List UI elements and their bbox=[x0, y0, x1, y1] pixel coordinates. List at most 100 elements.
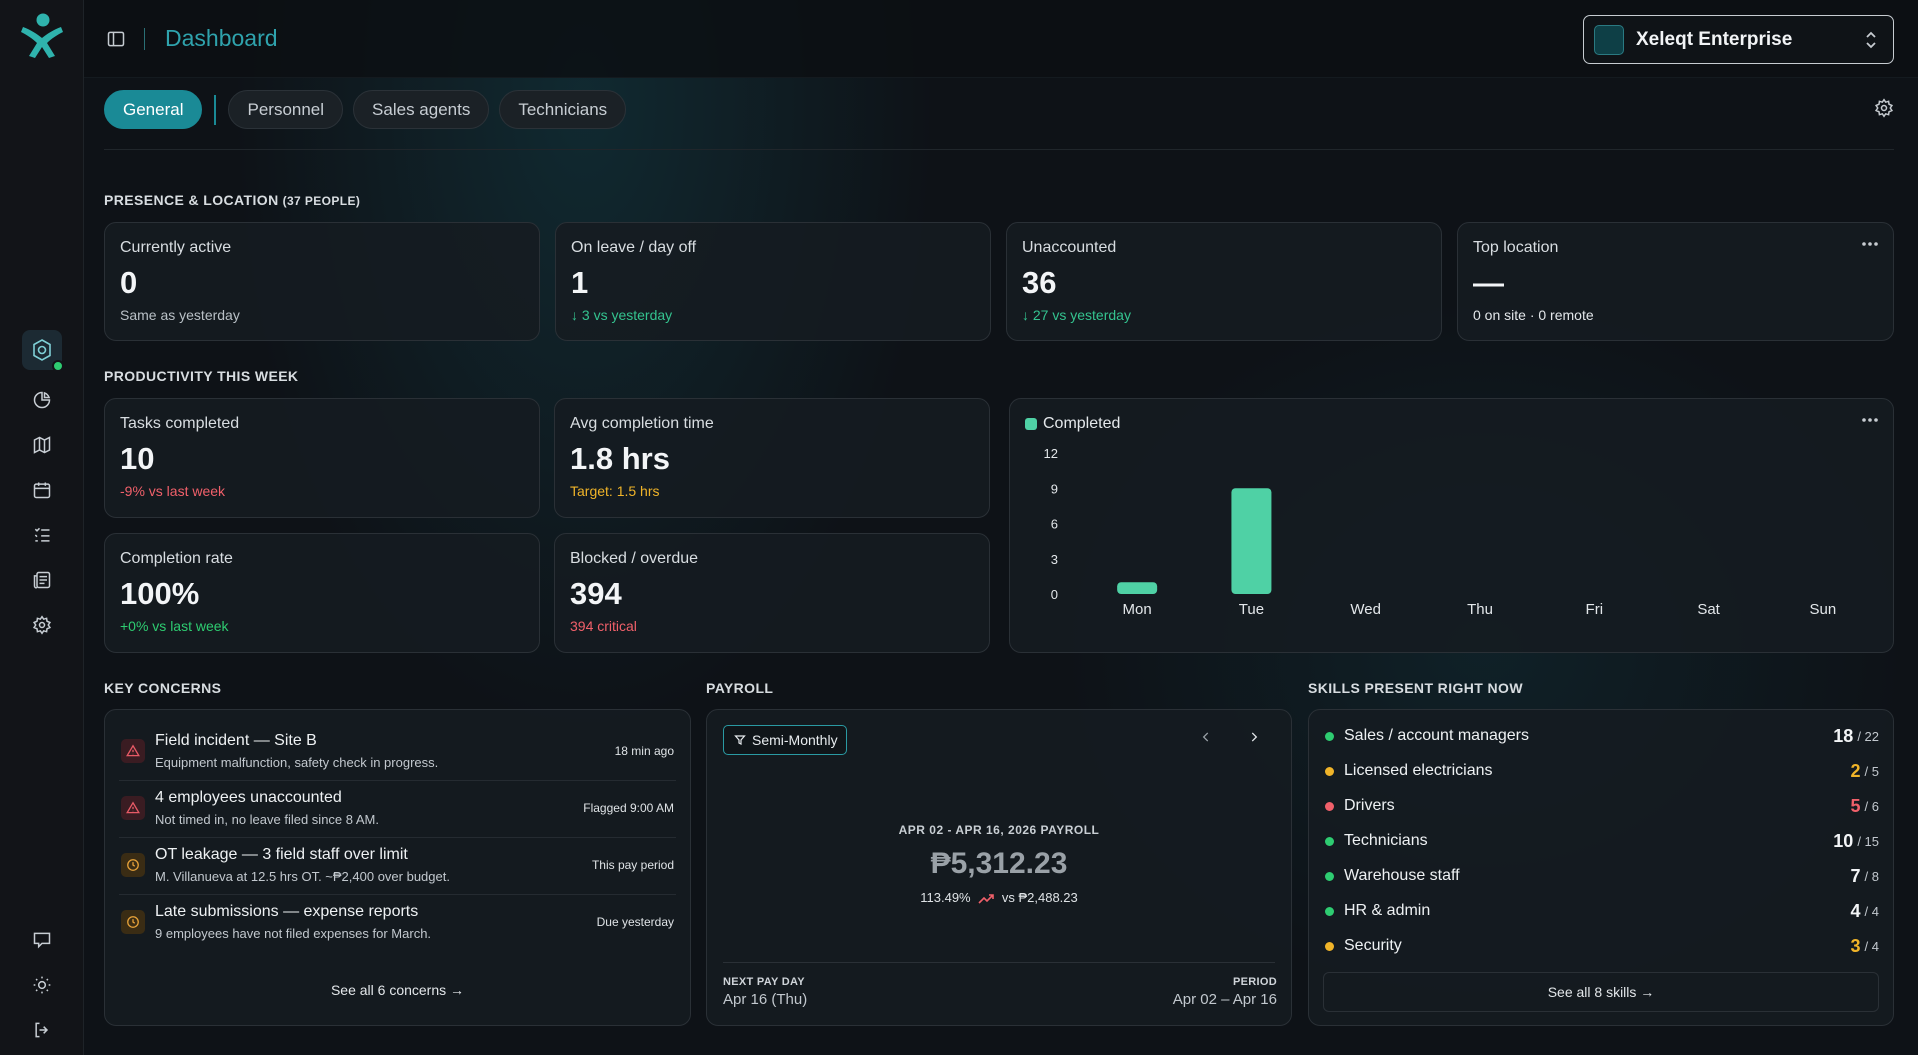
nav-reports-icon[interactable] bbox=[22, 564, 62, 595]
skill-total: / 4 bbox=[1864, 938, 1879, 954]
chevron-right-icon[interactable] bbox=[1247, 730, 1261, 744]
stat-card-currently-active: Currently active 0 Same as yesterday bbox=[104, 222, 540, 341]
dashboard-settings-icon[interactable] bbox=[1874, 98, 1894, 118]
org-logo bbox=[1594, 24, 1624, 55]
concern-time: Flagged 9:00 AM bbox=[583, 801, 674, 815]
stat-value: 36 bbox=[1022, 265, 1057, 300]
tab-general[interactable]: General bbox=[104, 90, 203, 129]
nav-analytics-icon[interactable] bbox=[22, 384, 62, 415]
payroll-divider bbox=[723, 962, 1275, 963]
skill-row: Sales / account managers 18/ 22 bbox=[1325, 725, 1879, 747]
x-tick-label: Mon bbox=[1123, 601, 1152, 618]
productivity-section-title: Productivity this week bbox=[104, 368, 299, 384]
sidebar bbox=[0, 0, 84, 1055]
tab-sales-agents[interactable]: Sales agents bbox=[353, 90, 490, 129]
page-title: Dashboard bbox=[165, 25, 278, 51]
stat-label: Currently active bbox=[120, 239, 232, 256]
logout-icon[interactable] bbox=[22, 1014, 62, 1045]
nav-settings-icon[interactable] bbox=[22, 609, 62, 640]
concern-title: Field incident — Site B bbox=[155, 732, 317, 749]
completed-bar-chart: 0 3 6 9 12 Mon Tue Wed Thu Fri Sat Sun bbox=[1044, 446, 1837, 618]
stat-value: 1.8 hrs bbox=[570, 441, 670, 476]
chart-bar[interactable] bbox=[1231, 488, 1272, 594]
skill-total: / 5 bbox=[1864, 763, 1879, 779]
nav-map-icon[interactable] bbox=[22, 429, 62, 460]
skill-row: Technicians 10/ 15 bbox=[1325, 830, 1879, 852]
sidebar-toggle-icon[interactable] bbox=[106, 29, 126, 49]
nav-calendar-icon[interactable] bbox=[22, 474, 62, 505]
x-tick-label: Tue bbox=[1239, 601, 1264, 618]
skill-total: / 22 bbox=[1857, 728, 1879, 744]
skill-count: 10 bbox=[1833, 830, 1854, 851]
payroll-change-vs: vs ₱2,488.23 bbox=[1001, 890, 1078, 905]
concern-item[interactable]: 4 employees unaccounted Not timed in, no… bbox=[119, 781, 676, 838]
stat-label: On leave / day off bbox=[571, 239, 697, 256]
stat-value: — bbox=[1473, 265, 1504, 300]
pay-frequency-filter[interactable]: Semi-Monthly bbox=[723, 725, 847, 755]
skill-name: HR & admin bbox=[1344, 902, 1431, 919]
skills-card: Sales / account managers 18/ 22 Licensed e… bbox=[1308, 709, 1894, 1026]
stat-note: ↓ 3 vs yesterday bbox=[571, 307, 673, 323]
next-pay-label: NEXT PAY DAY bbox=[723, 976, 805, 988]
stat-card-unaccounted: Unaccounted 36 ↓ 27 vs yesterday bbox=[1006, 222, 1442, 341]
stat-card-top-location: Top location — 0 on site · 0 remote bbox=[1457, 222, 1894, 341]
see-all-concerns-link[interactable]: See all 6 concerns → bbox=[330, 982, 465, 998]
concern-item[interactable]: Late submissions — expense reports 9 emp… bbox=[119, 895, 676, 952]
skill-status-dot bbox=[1325, 941, 1334, 951]
more-options-icon[interactable] bbox=[1861, 417, 1879, 423]
tab-personnel[interactable]: Personnel bbox=[228, 90, 344, 129]
chevron-up-down-icon bbox=[1863, 29, 1879, 51]
legend-swatch bbox=[1025, 418, 1037, 430]
tab-divider bbox=[214, 94, 217, 125]
chart-legend: Completed bbox=[1025, 415, 1120, 433]
payroll-amount: ₱5,312.23 bbox=[930, 847, 1068, 880]
concern-desc: M. Villanueva at 12.5 hrs OT. ~₱2,400 ov… bbox=[155, 869, 450, 884]
org-selector[interactable]: Xeleqt Enterprise bbox=[1583, 15, 1894, 64]
skill-row: Warehouse staff 7/ 8 bbox=[1325, 865, 1879, 887]
payroll-change-pct: 113.49% bbox=[920, 890, 971, 905]
app-logo[interactable] bbox=[17, 10, 67, 60]
x-tick-label: Fri bbox=[1586, 601, 1604, 618]
more-options-icon[interactable] bbox=[1861, 241, 1879, 247]
skill-total: / 15 bbox=[1857, 833, 1879, 849]
stat-card-completion-rate: Completion rate 100% +0% vs last week bbox=[104, 533, 540, 653]
chart-bar[interactable] bbox=[1117, 582, 1158, 594]
skill-row: Drivers 5/ 6 bbox=[1325, 795, 1879, 817]
theme-toggle-sun-icon[interactable] bbox=[22, 969, 62, 1000]
x-tick-label: Wed bbox=[1350, 601, 1381, 618]
concern-time: Due yesterday bbox=[596, 915, 674, 929]
main-content: Dashboard Xeleqt Enterprise General Pers… bbox=[84, 0, 1918, 1055]
stat-card-tasks-completed: Tasks completed 10 -9% vs last week bbox=[104, 398, 540, 518]
x-tick-label: Sun bbox=[1810, 601, 1837, 618]
clock-icon bbox=[121, 853, 145, 877]
stat-value: 10 bbox=[120, 441, 155, 476]
stat-note: 394 critical bbox=[570, 618, 637, 634]
concern-title: OT leakage — 3 field staff over limit bbox=[155, 846, 408, 863]
alert-triangle-icon bbox=[121, 739, 145, 763]
see-all-skills-button[interactable]: See all 8 skills → bbox=[1323, 972, 1879, 1012]
nav-presence-icon[interactable] bbox=[21, 330, 64, 372]
chevron-left-icon[interactable] bbox=[1199, 730, 1213, 744]
tab-technicians[interactable]: Technicians bbox=[499, 90, 627, 129]
nav-tasks-icon[interactable] bbox=[22, 519, 62, 550]
presence-subtitle: (37 people) bbox=[282, 194, 361, 208]
concern-item[interactable]: OT leakage — 3 field staff over limit M.… bbox=[119, 838, 676, 895]
stat-value: 0 bbox=[120, 265, 138, 300]
period-value: Apr 02 – Apr 16 bbox=[1172, 991, 1277, 1008]
stat-note: Same as yesterday bbox=[120, 307, 240, 323]
skill-count: 7 bbox=[1850, 865, 1861, 886]
stat-value: 394 bbox=[570, 576, 622, 611]
concern-time: 18 min ago bbox=[614, 744, 674, 758]
period-label: PERIOD bbox=[1233, 976, 1277, 988]
clock-icon bbox=[121, 910, 145, 934]
skill-status-dot bbox=[1325, 801, 1334, 811]
concern-item[interactable]: Field incident — Site B Equipment malfun… bbox=[119, 724, 676, 781]
y-tick-label: 9 bbox=[1051, 481, 1058, 496]
skill-count: 2 bbox=[1850, 760, 1861, 781]
stat-label: Top location bbox=[1473, 239, 1559, 256]
skill-name: Licensed electricians bbox=[1344, 762, 1493, 779]
stat-card-on-leave: On leave / day off 1 ↓ 3 vs yesterday bbox=[555, 222, 991, 341]
stat-note: +0% vs last week bbox=[120, 618, 229, 634]
skill-count: 3 bbox=[1850, 935, 1861, 956]
feedback-icon[interactable] bbox=[22, 924, 62, 955]
